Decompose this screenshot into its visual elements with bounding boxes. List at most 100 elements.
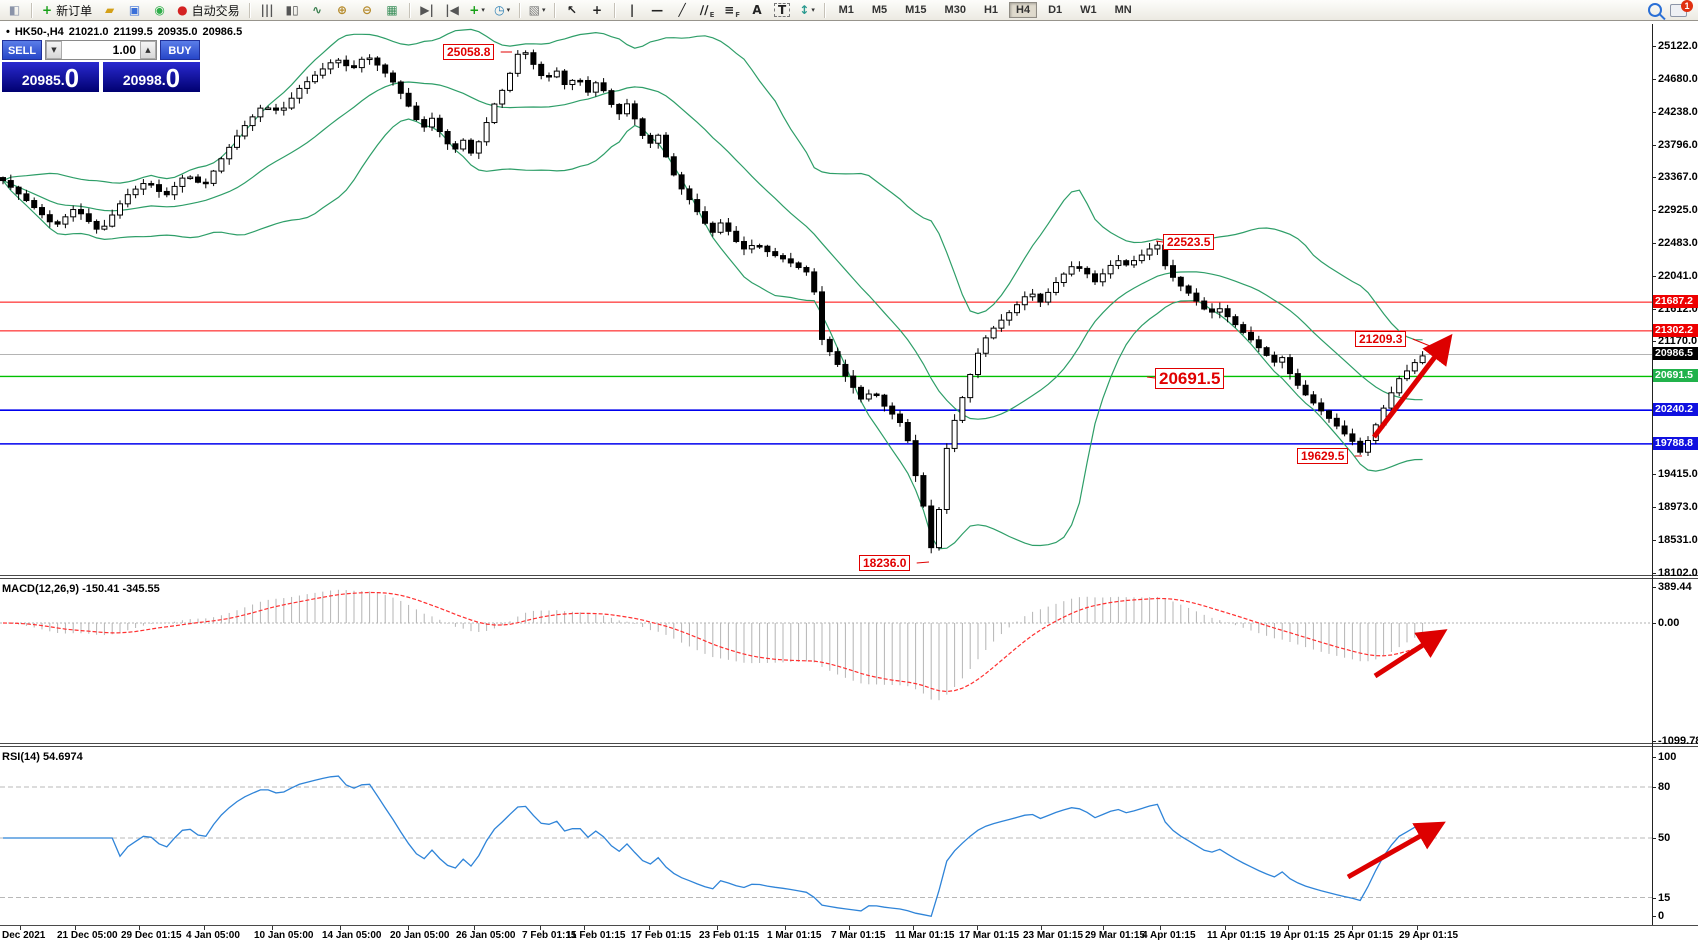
symbol-period: HK50-,H4 — [14, 26, 64, 38]
chart-shift-icon: |◀ — [445, 3, 459, 17]
chart-shift-icon[interactable]: |◀ — [441, 2, 464, 19]
buy-price-panel[interactable]: 20998. 0 — [103, 62, 200, 92]
text-icon[interactable]: A — [746, 2, 769, 19]
volume-increase-button[interactable]: ▲ — [140, 41, 156, 59]
price-axis-label: 21170.0 — [1658, 335, 1698, 347]
time-axis[interactable]: Dec 2021 21 Dec 05:00 29 Dec 01:15 4 Jan 05… — [0, 926, 1698, 945]
time-axis-label: 17 Mar 01:15 — [959, 930, 1020, 941]
time-axis-label: 26 Jan 05:00 — [456, 930, 516, 941]
rsi-label: RSI(14) 54.6974 — [2, 751, 83, 763]
volume-decrease-button[interactable]: ▼ — [46, 41, 62, 59]
fibonacci-icon[interactable]: ≡ F — [724, 3, 740, 19]
equidistant-channel-icon[interactable]: ∕∕ E — [699, 3, 715, 19]
chart-ohlc-header: • HK50-,H4 21021.0 21199.5 20935.0 20986.5 — [6, 26, 247, 38]
search-icon[interactable] — [1648, 3, 1662, 17]
timeframe-h4[interactable]: H4 — [1009, 2, 1038, 18]
templates-icon[interactable]: ▧ ▾ — [528, 3, 546, 17]
bar-chart-icon: ||| — [260, 3, 274, 17]
buy-price-pip: 0 — [165, 63, 181, 93]
sell-button[interactable]: SELL — [2, 40, 42, 60]
price-callout[interactable]: 19629.5 — [1297, 448, 1349, 464]
rsi-axis-label: 0 — [1658, 910, 1665, 922]
indicators-button[interactable]: + ▾ — [469, 3, 485, 17]
time-axis-label: 11 Apr 01:15 — [1207, 930, 1266, 941]
auto-scroll-icon[interactable]: ▶| — [416, 2, 439, 19]
chat-icon[interactable]: 1 — [1670, 0, 1693, 17]
text-label-icon[interactable]: T — [771, 2, 794, 19]
buy-price-int: 20998 — [122, 72, 162, 88]
panel-separator[interactable] — [0, 575, 1698, 576]
timeframe-h1[interactable]: H1 — [983, 4, 999, 16]
time-axis-label: 7 Mar 01:15 — [831, 930, 886, 941]
time-axis-label: 29 Dec 01:15 — [121, 930, 182, 941]
time-axis-label: 10 Jan 05:00 — [254, 930, 314, 941]
trendline-icon[interactable]: ╱ — [671, 2, 694, 19]
indicators-icon: + — [469, 3, 480, 17]
sell-price-int: 20985 — [21, 72, 61, 88]
timeframe-d1[interactable]: D1 — [1048, 4, 1063, 16]
timeframe-w1[interactable]: W1 — [1080, 4, 1097, 16]
price-axis-label: 18531.0 — [1658, 534, 1698, 546]
macd-indicator-panel[interactable] — [0, 579, 1652, 744]
one-click-trading-widget: SELL ▼ 1.00 ▲ BUY 20985. 0 20998. 0 — [2, 40, 200, 92]
time-axis-label: 1 Mar 01:15 — [767, 930, 822, 941]
panel-separator[interactable] — [0, 743, 1698, 744]
tile-windows-icon: ▦ — [386, 3, 398, 17]
time-axis-label: 21 Dec 05:00 — [57, 930, 118, 941]
price-callout[interactable]: 21209.3 — [1355, 331, 1407, 347]
price-callout[interactable]: 20691.5 — [1155, 368, 1225, 389]
time-axis-label: 7 Feb 01:15 — [522, 930, 577, 941]
periods-clock-icon[interactable]: ◷ ▾ — [494, 3, 511, 17]
vertical-line-icon: | — [629, 3, 635, 17]
auto-trading-button[interactable]: ● 自动交易 — [173, 2, 244, 19]
line-chart-icon: ∿ — [312, 3, 323, 17]
zoom-out-icon[interactable]: ⊖ — [356, 2, 379, 19]
vertical-line-icon[interactable]: | — [621, 2, 644, 19]
clean-charts-icon: ▰ — [104, 3, 115, 17]
timeframe-mn[interactable]: MN — [1114, 4, 1132, 16]
clipped-icon: ◧ — [8, 3, 21, 17]
sell-price-panel[interactable]: 20985. 0 — [2, 62, 99, 92]
timeframe-m1[interactable]: M1 — [838, 4, 854, 16]
arrows-icon[interactable]: ↕ ▾ — [799, 3, 815, 17]
time-axis-label: 4 Jan 05:00 — [186, 930, 240, 941]
price-callout[interactable]: 25058.8 — [443, 44, 495, 60]
main-price-chart[interactable] — [0, 24, 1652, 576]
line-chart-icon[interactable]: ∿ — [306, 2, 329, 19]
timeframe-m5[interactable]: M5 — [871, 4, 888, 16]
crosshair-icon[interactable]: + — [586, 2, 609, 19]
signal-icon[interactable]: ◉ — [148, 2, 171, 19]
auto-trading-button-label: 自动交易 — [191, 3, 240, 18]
chart-window-icon[interactable]: ▣ — [123, 2, 146, 19]
rsi-axis-label: 15 — [1658, 892, 1671, 904]
time-axis-label: 23 Feb 01:15 — [699, 930, 760, 941]
clean-charts-icon[interactable]: ▰ — [98, 2, 121, 19]
price-level-badge: 21687.2 — [1653, 295, 1698, 308]
buy-button[interactable]: BUY — [160, 40, 200, 60]
time-axis-label: 25 Apr 01:15 — [1334, 930, 1394, 941]
bar-chart-icon[interactable]: ||| — [256, 2, 279, 19]
volume-value[interactable]: 1.00 — [112, 43, 136, 57]
horizontal-line-icon[interactable]: — — [646, 2, 669, 19]
timeframe-m30[interactable]: M30 — [944, 4, 966, 16]
price-axis-label: 22041.0 — [1658, 270, 1698, 282]
tile-windows-icon[interactable]: ▦ — [381, 2, 404, 19]
toolbar: ◧ + 新订单 ▰ ▣ ◉ ● 自动交易 ||| ▮▯ ∿ ⊕ ⊖ ▦ ▶| |◀ + ▾ ◷ ▾ ▧ ▾ ↖ + | — ╱ ∕∕ E… — [0, 0, 1698, 21]
price-callout[interactable]: 22523.5 — [1163, 234, 1215, 250]
clipped-icon[interactable]: ◧ — [3, 2, 26, 19]
auto-scroll-icon: ▶| — [420, 3, 434, 17]
price-callout[interactable]: 18236.0 — [859, 555, 911, 571]
auto-trading-icon: ● — [177, 3, 188, 17]
price-axis-label: 22483.0 — [1658, 237, 1698, 249]
chart-bottom-border — [0, 925, 1698, 926]
zoom-in-icon[interactable]: ⊕ — [331, 2, 354, 19]
candlestick-chart-icon[interactable]: ▮▯ — [281, 2, 304, 19]
toolbar-separator — [613, 2, 616, 18]
new-order-button[interactable]: + 新订单 — [38, 2, 96, 19]
price-axis-label: 24238.0 — [1658, 106, 1698, 118]
rsi-indicator-panel[interactable] — [0, 747, 1652, 925]
timeframe-m15[interactable]: M15 — [905, 4, 927, 16]
periods-clock-icon: ◷ — [494, 3, 505, 17]
macd-axis-label: 389.44 — [1658, 581, 1692, 593]
cursor-icon[interactable]: ↖ — [561, 2, 584, 19]
